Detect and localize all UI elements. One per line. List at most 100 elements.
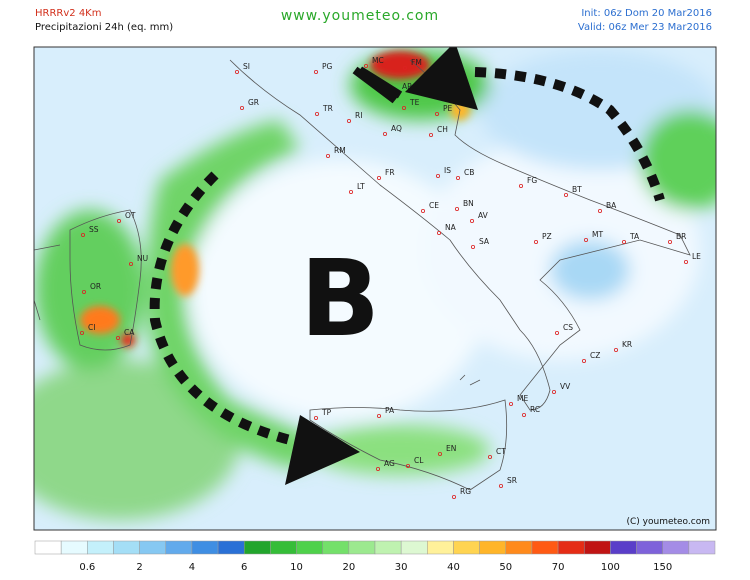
city-dot (82, 289, 87, 294)
city-dot (555, 330, 560, 335)
colorbar-swatch (60, 540, 88, 555)
city-dot (405, 463, 410, 468)
city-label: NA (445, 223, 457, 232)
colorbar-label: 50 (499, 562, 512, 573)
city-dot (428, 132, 433, 137)
city-dot (622, 239, 627, 244)
city-label: NU (137, 254, 148, 263)
city-label: LE (692, 252, 701, 261)
city-dot (451, 494, 456, 499)
city-dot (313, 415, 318, 420)
city-label: RM (334, 146, 346, 155)
colorbar-label: 0.6 (79, 562, 95, 573)
arrow-west (149, 171, 292, 445)
map-frame (33, 46, 717, 531)
colorbar-swatch (610, 540, 637, 555)
colorbar-swatch (374, 540, 402, 555)
low-pressure-label: B (300, 238, 380, 360)
city-dot (582, 358, 587, 363)
city-dot (375, 466, 380, 471)
city-label: KR (622, 340, 632, 349)
city-label: FM (411, 58, 422, 67)
city-dot (116, 335, 121, 340)
colorbar-swatch (165, 540, 193, 555)
city-dot (239, 106, 244, 111)
city-dot (81, 232, 86, 237)
city-dot (508, 401, 513, 406)
arrow-east (474, 67, 665, 202)
city-dot (534, 239, 539, 244)
city-label: RI (355, 111, 362, 120)
city-label: TR (322, 104, 333, 113)
city-label: PE (443, 104, 453, 113)
city-label: TP (321, 408, 332, 417)
city-dot (436, 230, 441, 235)
city-dot (519, 183, 524, 188)
colorbar-swatch (34, 540, 62, 555)
city-dot (376, 413, 381, 418)
flow-arrows (149, 66, 665, 445)
valid-label: Valid: 06z Mer 23 Mar2016 (578, 22, 712, 33)
city-dot (117, 218, 122, 223)
arrow-head-north (405, 47, 478, 110)
colorbar-swatch (243, 540, 271, 555)
city-dot (346, 119, 351, 124)
city-label: SS (89, 225, 99, 234)
coastlines (34, 59, 691, 491)
city-label: RG (460, 487, 471, 496)
city-label: OT (125, 211, 136, 220)
city-labels: SI PG MC FM GR TR AP TE PE RI AQ CH RM IS CB FG BT FR LT CE… (80, 56, 701, 499)
city-dot (498, 483, 503, 488)
city-label: IS (444, 166, 451, 175)
model-label: HRRRv2 4Km (35, 8, 101, 19)
city-dot (668, 239, 673, 244)
city-dot (614, 347, 619, 352)
city-dot (455, 175, 460, 180)
city-dot (348, 189, 353, 194)
city-label: FG (527, 176, 537, 185)
site-label: www.youmeteo.com (281, 8, 439, 24)
city-label: TA (629, 232, 640, 241)
colorbar-label: 4 (189, 562, 195, 573)
product-label: Precipitazioni 24h (eq. mm) (35, 22, 173, 33)
city-label: TE (409, 98, 420, 107)
colorbar: 0.6 2 4 6 10 20 30 40 50 70 100 150 (34, 540, 716, 573)
colorbar-swatch (453, 540, 480, 555)
city-dot (584, 237, 589, 242)
colorbar-swatch (662, 540, 690, 555)
city-label: ME (517, 394, 528, 403)
city-label: BN (463, 199, 474, 208)
city-label: LT (357, 182, 365, 191)
city-label: CS (563, 323, 573, 332)
city-label: CI (88, 323, 95, 332)
city-label: BT (572, 185, 582, 194)
colorbar-swatch (557, 540, 585, 555)
colorbar-swatch (688, 540, 716, 555)
city-dot (382, 131, 387, 136)
init-label: Init: 06z Dom 20 Mar2016 (581, 8, 712, 19)
colorbar-label: 2 (136, 562, 142, 573)
city-label: CH (437, 125, 448, 134)
city-dot (470, 244, 475, 249)
city-dot (564, 192, 569, 197)
colorbar-swatch (531, 540, 559, 555)
city-dot (469, 218, 474, 223)
city-dot (552, 389, 557, 394)
city-label: PA (385, 406, 395, 415)
city-dot (402, 66, 407, 71)
colorbar-swatch (348, 540, 376, 555)
city-dot (522, 412, 527, 417)
colorbar-swatch (139, 540, 167, 555)
city-dot (435, 173, 440, 178)
city-dot (598, 208, 603, 213)
city-label: CT (496, 447, 506, 456)
city-label: VV (560, 382, 571, 391)
city-label: GR (248, 98, 259, 107)
colorbar-label: 20 (342, 562, 355, 573)
city-label: CL (414, 456, 424, 465)
colorbar-swatch (113, 540, 140, 555)
city-dot (437, 451, 442, 456)
city-dot (434, 112, 439, 117)
city-label: OR (90, 282, 101, 291)
city-label: CE (429, 201, 439, 210)
